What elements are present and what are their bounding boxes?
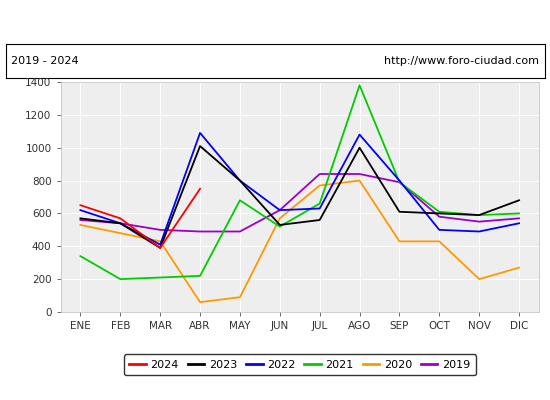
- Text: Evolucion Nº Turistas Nacionales en el municipio de Torres: Evolucion Nº Turistas Nacionales en el m…: [62, 14, 488, 28]
- Text: http://www.foro-ciudad.com: http://www.foro-ciudad.com: [384, 56, 539, 66]
- Legend: 2024, 2023, 2022, 2021, 2020, 2019: 2024, 2023, 2022, 2021, 2020, 2019: [124, 354, 476, 376]
- Text: 2019 - 2024: 2019 - 2024: [11, 56, 79, 66]
